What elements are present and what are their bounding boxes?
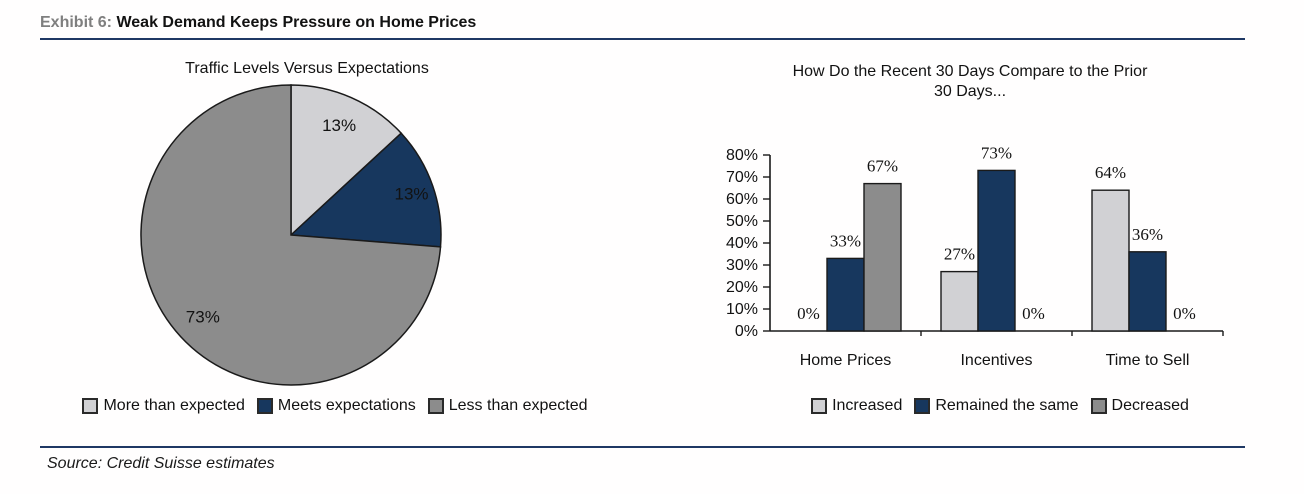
legend-item: Decreased (1090, 397, 1189, 415)
legend-item: Increased (811, 397, 902, 415)
pie-legend: More than expected Meets expectations Less… (40, 397, 630, 415)
y-tick-label: 50% (726, 213, 758, 230)
legend-label: Increased (832, 397, 903, 414)
legend-swatch (811, 398, 828, 414)
bar-value-label: 0% (797, 304, 820, 323)
bar-incentives-1 (977, 169, 1016, 332)
y-tick-label: 20% (726, 279, 758, 296)
x-category-label: Home Prices (800, 352, 892, 369)
bar-chart-title-line1: How Do the Recent 30 Days Compare to the… (792, 63, 1148, 80)
y-tick-label: 60% (726, 191, 758, 208)
legend-item: More than expected (82, 397, 245, 415)
bar-chart-title: How Do the Recent 30 Days Compare to the… (740, 62, 1200, 102)
bar-home-prices-1 (826, 257, 865, 332)
legend-swatch (427, 398, 444, 414)
bar-incentives-0 (940, 270, 979, 332)
pie-slice-0 (290, 84, 403, 237)
legend-label: Decreased (1111, 397, 1189, 414)
legend-item: Remained the same (914, 397, 1079, 415)
exhibit-number-label: Exhibit 6: (40, 14, 113, 31)
legend-label: More than expected (103, 397, 245, 414)
legend-swatch (256, 398, 273, 414)
bar-chart-title-line2: 30 Days... (933, 83, 1007, 100)
bar-value-label: 0% (1022, 304, 1045, 323)
exhibit-header: Exhibit 6: Weak Demand Keeps Pressure on… (40, 14, 1245, 32)
legend-label: Remained the same (935, 397, 1079, 414)
legend-swatch (82, 398, 99, 414)
bar-chart: 0% 10% 20% 30% 40% 50% 60% 70% 80% 0% 33% 67% Home P… (700, 140, 1245, 385)
bar-value-label: 0% (1173, 304, 1196, 323)
bar-value-label: 67% (867, 157, 898, 176)
exhibit-title: Weak Demand Keeps Pressure on Home Price… (116, 14, 477, 31)
legend-label: Less than expected (448, 397, 588, 414)
pie-chart-title: Traffic Levels Versus Expectations (185, 60, 429, 77)
bar-value-label: 33% (830, 231, 861, 250)
bar-chart-svg: 0% 10% 20% 30% 40% 50% 60% 70% 80% 0% 33% 67% Home P… (726, 143, 1224, 369)
y-tick-label: 40% (726, 235, 758, 252)
pie-chart: 13% 13% 73% (138, 82, 444, 388)
footer-divider-rule (40, 446, 1245, 448)
y-tick-label: 0% (735, 323, 758, 340)
bar-value-label: 27% (944, 245, 975, 264)
x-category-label: Time to Sell (1106, 352, 1190, 369)
bar-value-label: 36% (1132, 225, 1163, 244)
bar-time-to-sell-0 (1091, 189, 1130, 332)
legend-swatch (914, 398, 931, 414)
pie-slice-2 (140, 84, 442, 386)
y-tick-label: 70% (726, 169, 758, 186)
bar-value-label: 73% (981, 143, 1012, 162)
bar-time-to-sell-1 (1128, 251, 1167, 332)
y-tick-label: 10% (726, 301, 758, 318)
bar-value-label: 64% (1095, 163, 1126, 182)
legend-swatch (1090, 398, 1107, 414)
x-category-label: Incentives (960, 352, 1032, 369)
pie-chart-svg: 13% 13% 73% (140, 84, 442, 386)
bar-home-prices-2 (863, 182, 902, 332)
pie-slice-1 (289, 132, 442, 248)
header-divider-rule (40, 38, 1245, 40)
legend-label: Meets expectations (277, 397, 416, 414)
source-note: Source: Credit Suisse estimates (47, 455, 275, 472)
y-tick-label: 30% (726, 257, 758, 274)
bar-legend: Increased Remained the same Decreased (740, 397, 1260, 415)
y-tick-label: 80% (726, 147, 758, 164)
pie-slice-label-2: 73% (186, 307, 220, 326)
pie-slice-label-0: 13% (322, 116, 356, 135)
legend-item: Less than expected (427, 397, 588, 415)
legend-item: Meets expectations (256, 397, 416, 415)
pie-slice-label-1: 13% (394, 184, 428, 203)
